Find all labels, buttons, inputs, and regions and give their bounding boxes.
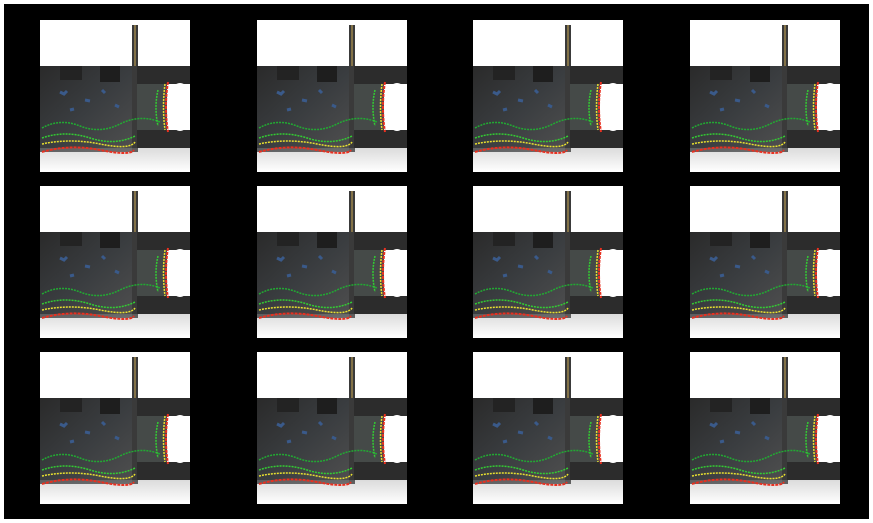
image-panel	[473, 186, 626, 338]
image-panel	[257, 20, 410, 172]
image-panel	[40, 20, 193, 172]
image-grid	[0, 0, 873, 523]
image-panel	[690, 186, 843, 338]
image-panel	[40, 186, 193, 338]
image-panel	[690, 352, 843, 504]
image-panel	[690, 20, 843, 172]
image-panel	[40, 352, 193, 504]
page	[0, 0, 873, 523]
image-panel	[473, 352, 626, 504]
image-panel	[473, 20, 626, 172]
image-panel	[257, 352, 410, 504]
image-panel	[257, 186, 410, 338]
